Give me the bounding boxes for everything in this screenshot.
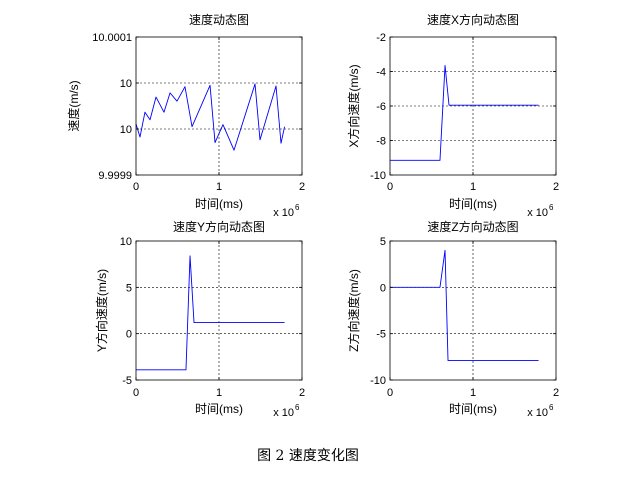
chart-4-series-line-0 <box>390 249 539 361</box>
chart-3-x-tick-label-0: 0 <box>133 387 139 399</box>
chart-3-x-tick-label-2: 2 <box>299 387 305 399</box>
chart-2-x-multiplier-exponent: 6 <box>549 203 554 212</box>
chart-1-y-tick-label-0: 9.9999 <box>98 170 132 182</box>
chart-2-y-tick-label-1: -8 <box>376 136 386 148</box>
chart-4-x-multiplier-exponent: 6 <box>549 403 554 412</box>
chart-4-x-tick-label-2: 2 <box>553 387 559 399</box>
chart-4-y-tick-label-2: 0 <box>380 282 386 294</box>
chart-4-x-tick-label-1: 1 <box>470 387 476 399</box>
figure-caption: 图 2 速度变化图 <box>257 448 359 464</box>
subplots: 0 1 29.9999101010.0001速度动态图时间(ms)速度(m/s)x … <box>66 12 559 419</box>
chart-2-y-tick-label-0: -10 <box>370 170 386 182</box>
chart-2-x-axis-label: 时间(ms) <box>449 197 497 211</box>
chart-2-y-axis-label: X方向速度(m/s) <box>346 64 361 147</box>
chart-1-y-axis-label: 速度(m/s) <box>66 80 81 131</box>
chart-1-title: 速度动态图 <box>189 12 249 27</box>
chart-3-x-axis-label: 时间(ms) <box>195 402 243 416</box>
chart-3-x-multiplier-exponent: 6 <box>295 403 300 412</box>
chart-1-x-tick-label-0: 0 <box>133 181 139 193</box>
chart-4-x-multiplier-base: x 10 <box>527 407 548 419</box>
chart-2-x-tick-label-1: 1 <box>470 181 476 193</box>
chart-3-y-tick-label-0: -5 <box>122 375 132 387</box>
chart-2-x-tick-label-0: 0 <box>387 181 393 193</box>
chart-1-x-tick-label-2: 2 <box>299 181 305 193</box>
chart-3-y-tick-label-1: 0 <box>126 329 132 341</box>
chart-2-y-tick-label-4: -2 <box>376 32 386 44</box>
chart-3-x-tick-label-1: 1 <box>216 387 222 399</box>
chart-4-x-tick-label-0: 0 <box>387 387 393 399</box>
chart-4-y-tick-label-0: -10 <box>370 375 386 387</box>
chart-1-y-tick-label-3: 10.0001 <box>92 32 132 44</box>
chart-1-y-tick-label-1: 10 <box>120 124 132 136</box>
chart-2-y-tick-label-3: -4 <box>376 67 386 79</box>
chart-4-y-tick-label-1: -5 <box>376 329 386 341</box>
chart-3-y-tick-label-2: 5 <box>126 282 132 294</box>
chart-2-title: 速度X方向动态图 <box>427 12 519 27</box>
chart-2-x-multiplier-base: x 10 <box>527 207 548 219</box>
chart-3-y-axis-label: Y方向速度(m/s) <box>94 269 109 352</box>
chart-3-y-tick-label-3: 10 <box>120 236 132 248</box>
chart-2-y-tick-label-2: -6 <box>376 101 386 113</box>
chart-1-x-tick-label-1: 1 <box>216 181 222 193</box>
chart-4-y-tick-label-3: 5 <box>380 236 386 248</box>
chart-3-x-multiplier-base: x 10 <box>273 407 294 419</box>
chart-4-y-axis-label: Z方向速度(m/s) <box>346 269 361 352</box>
chart-1-y-tick-label-2: 10 <box>120 78 132 90</box>
chart-3-title: 速度Y方向动态图 <box>173 219 265 234</box>
chart-4-x-axis-label: 时间(ms) <box>449 402 497 416</box>
chart-4-title: 速度Z方向动态图 <box>427 219 518 234</box>
chart-1-series-line-0 <box>135 83 286 151</box>
chart-1-x-axis-label: 时间(ms) <box>195 197 243 211</box>
chart-2-series-line-0 <box>390 65 539 161</box>
chart-2-x-tick-label-2: 2 <box>553 181 559 193</box>
chart-1-x-multiplier-base: x 10 <box>273 207 294 219</box>
chart-3-series-line-0 <box>136 255 285 371</box>
chart-1-x-multiplier-exponent: 6 <box>295 203 300 212</box>
